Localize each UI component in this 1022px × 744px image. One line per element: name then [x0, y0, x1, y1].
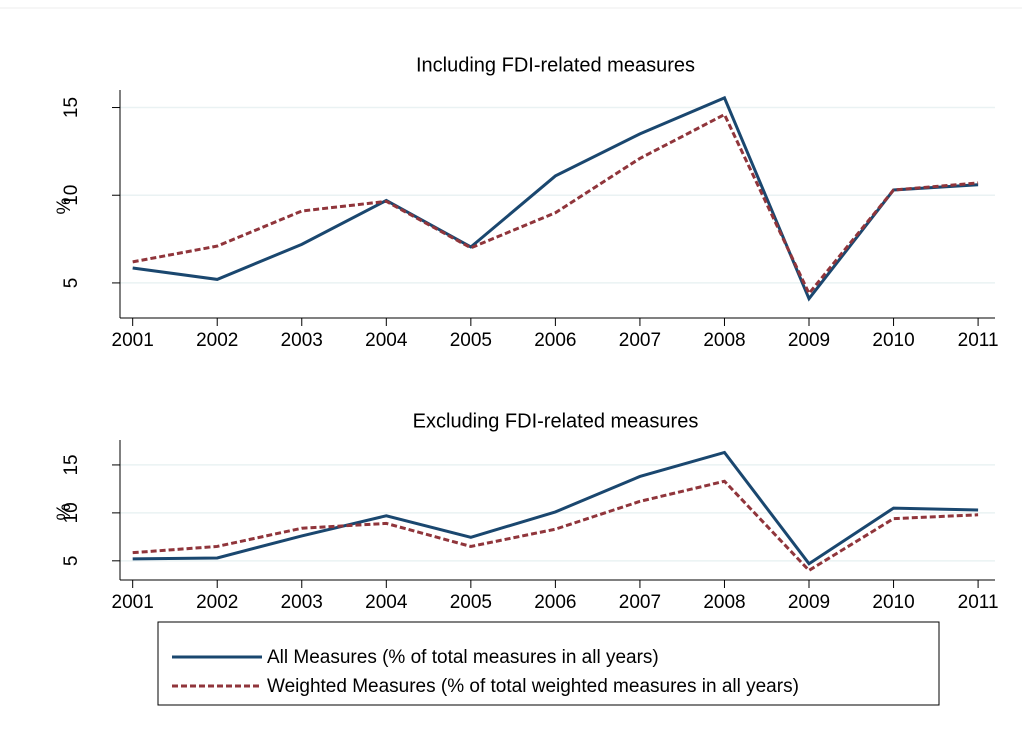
- legend-label: Weighted Measures (% of total weighted m…: [267, 676, 799, 697]
- x-tick-label: 2009: [788, 330, 830, 351]
- x-tick-label: 2006: [534, 330, 576, 351]
- x-tick-label: 2005: [450, 330, 492, 351]
- x-tick-label: 2010: [872, 330, 914, 351]
- x-tick-label: 2001: [112, 592, 154, 613]
- y-tick-label: 10: [61, 185, 82, 206]
- x-tick-label: 2005: [450, 592, 492, 613]
- x-tick-label: 2003: [281, 330, 323, 351]
- x-tick-label: 2010: [872, 592, 914, 613]
- series-line: [132, 479, 979, 573]
- x-tick-label: 2004: [365, 592, 408, 613]
- legend-box: [157, 621, 940, 706]
- x-tick-label: 2011: [958, 330, 999, 351]
- chart-title: Excluding FDI-related measures: [413, 410, 699, 432]
- y-tick-label: 10: [61, 502, 82, 523]
- x-tick-label: 2002: [196, 592, 238, 613]
- series-line: [132, 450, 979, 566]
- series-line: [132, 95, 979, 302]
- x-tick-label: 2009: [788, 592, 830, 613]
- x-tick-label: 2007: [619, 592, 661, 613]
- y-tick-label: 15: [61, 97, 82, 118]
- y-tick-label: 5: [61, 556, 82, 567]
- y-axis-label: %: [54, 503, 75, 520]
- y-tick-label: 15: [61, 454, 82, 475]
- x-tick-label: 2001: [112, 330, 154, 351]
- y-tick-label: 5: [61, 278, 82, 289]
- x-tick-label: 2004: [365, 330, 408, 351]
- series-line: [132, 112, 979, 297]
- x-tick-label: 2006: [534, 592, 576, 613]
- x-tick-label: 2002: [196, 330, 238, 351]
- legend-label: All Measures (% of total measures in all…: [267, 647, 659, 668]
- x-tick-label: 2007: [619, 330, 661, 351]
- x-tick-label: 2003: [281, 592, 323, 613]
- y-axis-label: %: [54, 197, 75, 214]
- x-tick-label: 2008: [703, 330, 745, 351]
- x-tick-label: 2011: [958, 592, 999, 613]
- chart-title: Including FDI-related measures: [416, 54, 695, 76]
- x-tick-label: 2008: [703, 592, 745, 613]
